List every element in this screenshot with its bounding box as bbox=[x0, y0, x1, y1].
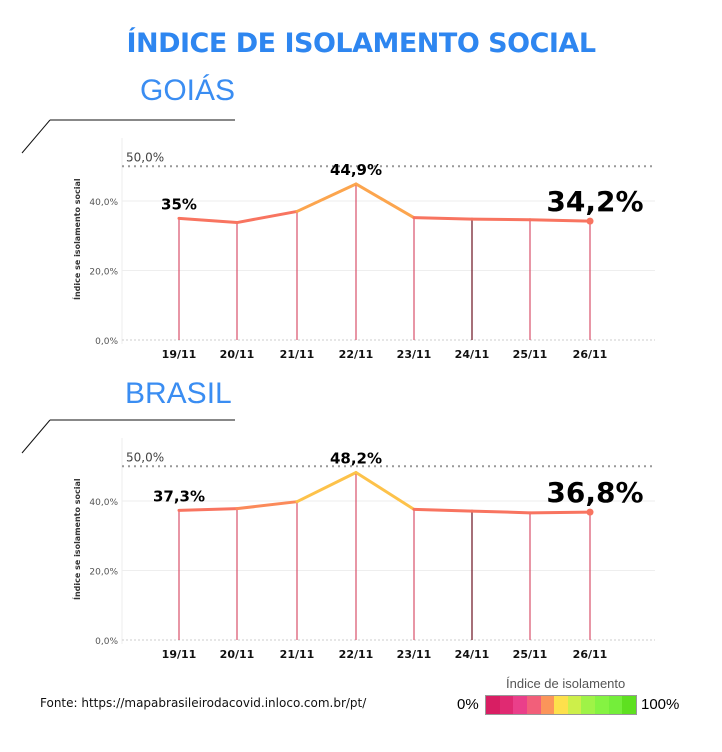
legend-swatch bbox=[554, 696, 568, 714]
legend-swatch bbox=[622, 696, 637, 714]
deco-line bbox=[21, 119, 51, 154]
data-label: 37,3% bbox=[153, 487, 205, 505]
legend-max-label: 100% bbox=[641, 696, 680, 713]
x-tick-label: 25/11 bbox=[513, 648, 548, 661]
deco-line bbox=[21, 419, 51, 454]
legend-swatch bbox=[540, 696, 555, 714]
x-tick-label: 19/11 bbox=[162, 648, 197, 661]
legend-swatch bbox=[499, 696, 514, 714]
legend-swatch bbox=[513, 696, 527, 714]
x-tick-label: 22/11 bbox=[339, 348, 374, 361]
legend-color-scale bbox=[485, 695, 637, 715]
series-line-segment bbox=[177, 507, 239, 512]
series-line-segment bbox=[412, 507, 474, 513]
x-tick-label: 21/11 bbox=[280, 348, 315, 361]
legend-swatch bbox=[526, 696, 541, 714]
data-label: 36,8% bbox=[546, 476, 643, 509]
region-title-goias: GOIÁS bbox=[140, 74, 236, 107]
x-tick-label: 20/11 bbox=[220, 348, 255, 361]
series-line-segment bbox=[470, 509, 532, 515]
y-axis-label: Índice se isolamento social bbox=[71, 478, 82, 600]
y-tick-label: 40,0% bbox=[89, 498, 118, 508]
x-tick-label: 26/11 bbox=[573, 348, 608, 361]
y-tick-label: 20,0% bbox=[89, 268, 118, 278]
x-tick-label: 20/11 bbox=[220, 648, 255, 661]
y-tick-label: 0,0% bbox=[95, 337, 118, 347]
y-tick-label: 40,0% bbox=[89, 198, 118, 208]
legend-swatch bbox=[567, 696, 582, 714]
chart-brasil: 0,0% 20,0% 40,0% 50,0% Índice se isolamento … bbox=[21, 419, 655, 661]
x-tick-label: 22/11 bbox=[339, 648, 374, 661]
page-title: ÍNDICE DE ISOLAMENTO SOCIAL bbox=[126, 28, 596, 59]
series-line-segment bbox=[295, 471, 358, 504]
y-tick-label: 20,0% bbox=[89, 568, 118, 578]
chart-goias: 0,0% 20,0% 40,0% 50,0% Índice se isolamento … bbox=[21, 119, 655, 361]
x-tick-label: 25/11 bbox=[513, 348, 548, 361]
x-tick-label: 23/11 bbox=[397, 648, 432, 661]
data-label: 34,2% bbox=[546, 185, 643, 218]
x-tick-label: 23/11 bbox=[397, 348, 432, 361]
last-point bbox=[586, 508, 594, 516]
data-label: 44,9% bbox=[330, 161, 382, 179]
legend-swatch bbox=[608, 696, 623, 714]
series-line-segment bbox=[295, 182, 358, 213]
reference-line-label: 50,0% bbox=[126, 450, 164, 464]
series-line-segment bbox=[354, 182, 416, 220]
reference-line-label: 50,0% bbox=[126, 150, 164, 164]
y-tick-label: 0,0% bbox=[95, 637, 118, 647]
series-line-segment bbox=[177, 216, 239, 225]
x-tick-label: 19/11 bbox=[162, 348, 197, 361]
x-tick-label: 24/11 bbox=[455, 348, 490, 361]
series-line-segment bbox=[235, 209, 299, 225]
source-text: Fonte: https://mapabrasileirodacovid.inl… bbox=[40, 696, 367, 710]
series-line-segment bbox=[354, 471, 416, 511]
data-label: 48,2% bbox=[330, 450, 382, 468]
last-point bbox=[586, 217, 594, 225]
series-line-segment bbox=[470, 217, 532, 222]
legend-swatch bbox=[595, 696, 609, 714]
data-label: 35% bbox=[161, 195, 197, 213]
x-tick-label: 21/11 bbox=[280, 648, 315, 661]
series-line-segment bbox=[528, 218, 592, 223]
legend-min-label: 0% bbox=[457, 696, 479, 713]
legend-title: Índice de isolamento bbox=[506, 676, 626, 691]
series-line-segment bbox=[412, 216, 474, 221]
y-axis-label: Índice se isolamento social bbox=[71, 178, 82, 300]
x-tick-label: 24/11 bbox=[455, 648, 490, 661]
series-line-segment bbox=[528, 510, 592, 515]
region-title-brasil: BRASIL bbox=[125, 377, 232, 410]
series-line-segment bbox=[235, 500, 299, 511]
legend-swatch bbox=[486, 696, 500, 714]
legend-swatch bbox=[581, 696, 596, 714]
x-tick-label: 26/11 bbox=[573, 648, 608, 661]
